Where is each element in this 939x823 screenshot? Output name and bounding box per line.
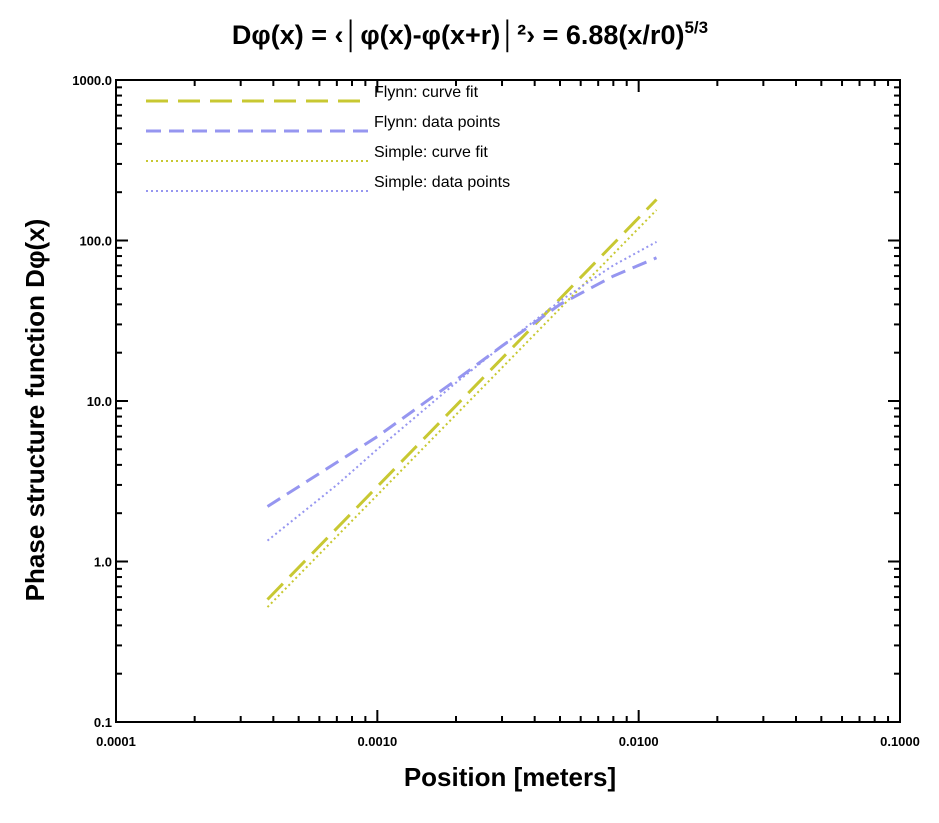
legend-label-2: Flynn: data points xyxy=(374,114,500,131)
chart-title-superscript: 5/3 xyxy=(684,18,708,37)
series-line-4 xyxy=(266,241,657,542)
y-tick-label: 1000.0 xyxy=(72,73,112,88)
legend-label-3: Simple: curve fit xyxy=(374,144,488,161)
y-tick-label: 100.0 xyxy=(79,234,112,249)
chart-title: Dφ(x) = ‹│φ(x)-φ(x+r)│²› = 6.88(x/r0)5/3 xyxy=(232,18,708,53)
legend-label-1: Flynn: curve fit xyxy=(374,84,479,101)
x-tick-label: 0.0010 xyxy=(357,734,397,749)
y-tick-label: 0.1 xyxy=(94,715,112,730)
y-axis-label: Phase structure function Dφ(x) xyxy=(20,219,50,602)
y-tick-label: 1.0 xyxy=(94,555,112,570)
series-line-2 xyxy=(266,256,658,508)
y-tick-label: 10.0 xyxy=(87,394,112,409)
chart-title-main: Dφ(x) = ‹│φ(x)-φ(x+r)│²› = 6.88(x/r0) xyxy=(232,19,685,53)
legend-label-4: Simple: data points xyxy=(374,174,510,191)
x-axis-label: Position [meters] xyxy=(404,762,616,792)
x-tick-label: 0.0001 xyxy=(96,734,136,749)
plot-area: 0.0001 0.0010 0.0100 0.1000 0.1 1.0 10.0 100.0 1… xyxy=(72,73,920,749)
series-line-3 xyxy=(266,209,658,608)
x-tick-label: 0.1000 xyxy=(880,734,920,749)
x-tick-label: 0.0100 xyxy=(619,734,659,749)
series-line-1 xyxy=(266,198,658,601)
